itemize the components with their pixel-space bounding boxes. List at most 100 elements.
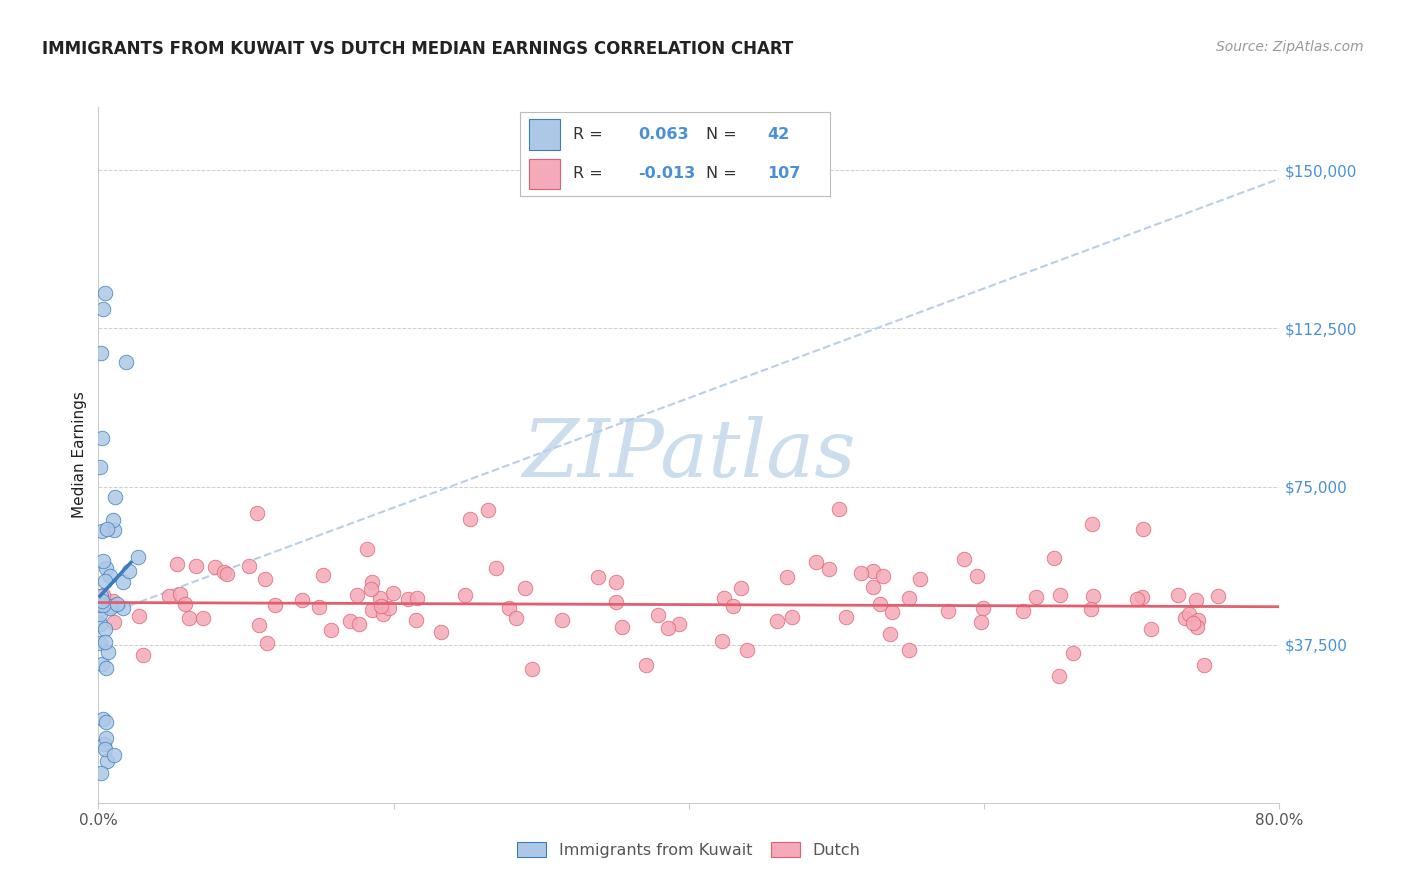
Text: R =: R = xyxy=(572,127,607,142)
Point xyxy=(100,599,122,613)
Point xyxy=(818,562,841,576)
Text: 107: 107 xyxy=(768,166,801,181)
Point xyxy=(370,599,392,613)
Point xyxy=(204,559,226,574)
Point xyxy=(880,605,903,619)
Point xyxy=(360,603,382,617)
Point xyxy=(1047,668,1070,682)
Point xyxy=(131,648,153,663)
Point xyxy=(312,567,335,582)
Point xyxy=(804,555,827,569)
Point xyxy=(349,617,371,632)
Point xyxy=(522,662,544,676)
Point xyxy=(405,613,427,627)
Point xyxy=(103,524,125,538)
Point xyxy=(1187,613,1209,627)
Point xyxy=(112,574,135,589)
Point xyxy=(90,589,112,603)
Point xyxy=(1025,591,1047,605)
Point xyxy=(253,572,276,586)
Point xyxy=(1174,611,1197,625)
Point xyxy=(212,565,235,579)
Point xyxy=(605,595,627,609)
Point xyxy=(1062,646,1084,660)
Point xyxy=(1080,602,1102,616)
Point xyxy=(94,661,117,675)
Point xyxy=(710,633,733,648)
Point xyxy=(89,636,111,650)
Point xyxy=(1192,657,1215,672)
Point xyxy=(91,554,114,568)
Point xyxy=(586,570,609,584)
Point xyxy=(96,522,118,536)
Point xyxy=(157,589,180,603)
Y-axis label: Median Earnings: Median Earnings xyxy=(72,392,87,518)
Point xyxy=(356,542,378,557)
Point xyxy=(396,592,419,607)
Point xyxy=(828,501,851,516)
Point xyxy=(1140,623,1163,637)
Point xyxy=(112,600,135,615)
Point xyxy=(89,607,111,621)
Point xyxy=(90,766,112,780)
Point xyxy=(360,582,382,596)
Point xyxy=(485,561,508,575)
Point xyxy=(1185,593,1208,607)
Point xyxy=(776,570,799,584)
Point xyxy=(96,754,118,768)
Point xyxy=(766,614,789,628)
Point xyxy=(321,624,343,638)
Point xyxy=(872,568,894,582)
Point xyxy=(93,286,115,301)
Point xyxy=(972,601,994,615)
Point xyxy=(89,616,111,631)
Point xyxy=(430,625,453,640)
Point xyxy=(91,598,114,612)
Point xyxy=(953,551,976,566)
Point xyxy=(177,610,200,624)
Point xyxy=(862,580,884,594)
Point xyxy=(910,572,932,586)
Point xyxy=(127,549,149,564)
Point xyxy=(90,657,112,671)
Point xyxy=(898,643,921,657)
Point xyxy=(238,559,260,574)
Point xyxy=(936,603,959,617)
Point xyxy=(339,614,361,628)
Text: ZIPatlas: ZIPatlas xyxy=(522,417,856,493)
Point xyxy=(263,598,285,612)
Point xyxy=(169,587,191,601)
Point xyxy=(98,601,121,615)
Point xyxy=(93,712,115,726)
Point xyxy=(89,459,111,474)
Point xyxy=(105,597,128,611)
Point xyxy=(184,559,207,574)
Point xyxy=(505,611,527,625)
Point xyxy=(605,574,627,589)
Point xyxy=(174,597,197,611)
Point xyxy=(93,574,115,589)
Point xyxy=(90,431,112,445)
Text: R =: R = xyxy=(572,166,607,181)
Point xyxy=(94,741,117,756)
Point xyxy=(90,345,112,359)
Point xyxy=(721,599,744,613)
Point xyxy=(1177,607,1199,622)
Point xyxy=(406,591,429,605)
Point xyxy=(361,575,384,590)
Point xyxy=(735,642,758,657)
Text: N =: N = xyxy=(706,127,742,142)
Point xyxy=(128,609,150,624)
Point xyxy=(247,618,270,632)
Point xyxy=(1049,588,1071,602)
Point xyxy=(346,587,368,601)
Point xyxy=(118,564,141,578)
Text: -0.013: -0.013 xyxy=(638,166,695,181)
Point xyxy=(647,607,669,622)
Point xyxy=(657,621,679,635)
FancyBboxPatch shape xyxy=(530,120,561,150)
Point xyxy=(869,597,891,611)
Point xyxy=(610,620,633,634)
Point xyxy=(1167,588,1189,602)
Point xyxy=(115,354,138,368)
